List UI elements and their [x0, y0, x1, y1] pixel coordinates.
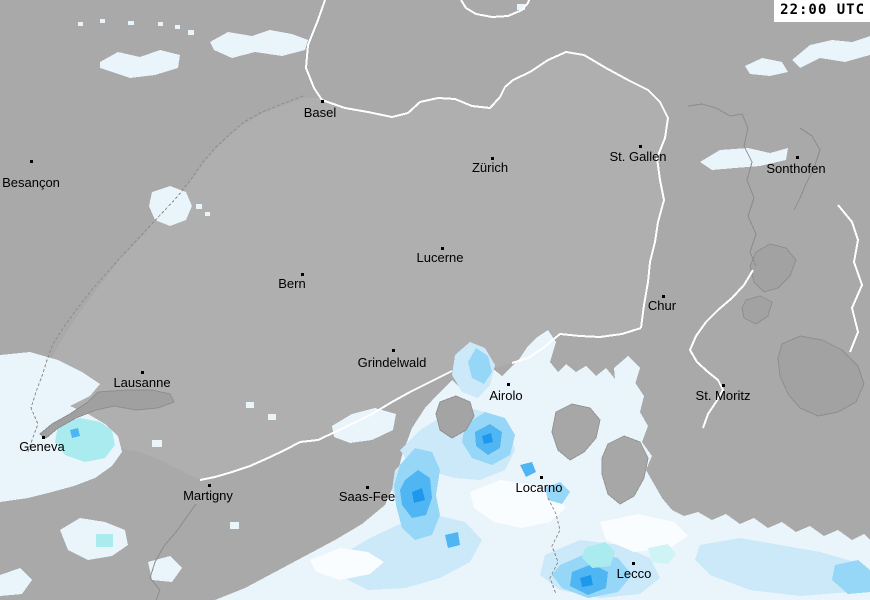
- city-dot-lucerne: [441, 247, 444, 250]
- precip-speck-l0: [246, 402, 254, 408]
- border-at-inner: [793, 127, 821, 211]
- city-dot-st-moritz: [722, 384, 725, 387]
- precip-blob-l0: [148, 556, 182, 582]
- precip-blob-l2: [832, 560, 870, 594]
- precip-speck-l0: [175, 25, 180, 29]
- border-schaffhausen: [460, 0, 530, 19]
- precip-speck-l0: [517, 4, 525, 10]
- border-it-south: [547, 497, 561, 595]
- city-label-z-rich: Zürich: [472, 160, 508, 175]
- city-label-locarno: Locarno: [516, 480, 563, 495]
- precip-blob-l0: [0, 568, 32, 596]
- city-label-lausanne: Lausanne: [113, 375, 170, 390]
- precip-speck-l0: [128, 21, 134, 25]
- city-label-lecco: Lecco: [617, 566, 652, 581]
- precip-blob-l0: [745, 58, 788, 76]
- region-terrain-dark-1: [749, 243, 797, 293]
- precip-blob-l0: [700, 148, 788, 170]
- precip-blob-l4: [412, 488, 425, 503]
- precip-blob-l1: [340, 515, 482, 590]
- border-east-edge: [837, 204, 864, 353]
- region-terrain-dark-5: [551, 403, 601, 461]
- precip-speck-l0: [152, 440, 162, 447]
- city-label-st-gallen: St. Gallen: [609, 149, 666, 164]
- city-label-martigny: Martigny: [183, 488, 233, 503]
- city-label-besan-on: Besançon: [2, 175, 60, 190]
- precip-blob-l0: [792, 36, 870, 68]
- precip-speck-l0: [188, 30, 194, 35]
- region-terrain-dark-2: [777, 335, 865, 417]
- border-graubuenden: [511, 327, 642, 364]
- precip-blob-l2: [468, 348, 492, 384]
- city-dot-saas-fee: [366, 486, 369, 489]
- precip-blob-l0: [332, 408, 396, 443]
- precip-speck-l0: [196, 204, 202, 209]
- city-dot-lecco: [632, 562, 635, 565]
- city-dot-martigny: [208, 484, 211, 487]
- precip-blob-l4: [580, 575, 593, 587]
- city-label-airolo: Airolo: [489, 388, 522, 403]
- city-dot-lausanne: [141, 371, 144, 374]
- precip-blob-l3: [520, 462, 536, 477]
- city-dot-sonthofen: [796, 156, 799, 159]
- precip-speck-l0: [230, 522, 239, 529]
- precip-blob-l2: [545, 482, 570, 504]
- precip-speck-l0: [158, 22, 163, 26]
- region-terrain-dark-4: [435, 395, 475, 439]
- precip-speck-l0: [268, 414, 276, 420]
- city-label-st-moritz: St. Moritz: [696, 388, 751, 403]
- precip-speck-l0: [78, 22, 83, 26]
- precip-blob-l0: [210, 30, 308, 58]
- city-dot-basel: [321, 100, 324, 103]
- city-dot-locarno: [540, 476, 543, 479]
- precip-speck-l0: [100, 19, 105, 23]
- city-label-basel: Basel: [304, 105, 337, 120]
- region-lake-geneva: [39, 389, 175, 439]
- precip-blob-l3: [445, 532, 460, 548]
- city-label-saas-fee: Saas-Fee: [339, 489, 395, 504]
- precip-blob-w: [310, 548, 384, 580]
- region-switzerland: [31, 52, 668, 480]
- precip-blob-l3: [70, 428, 80, 438]
- precip-blob-l0: [60, 518, 128, 560]
- city-label-grindelwald: Grindelwald: [358, 355, 427, 370]
- precip-blob-l4: [482, 433, 493, 444]
- city-label-geneva: Geneva: [19, 439, 65, 454]
- city-dot-geneva: [42, 436, 45, 439]
- precip-blob-c1: [582, 542, 615, 568]
- city-dot-z-rich: [491, 157, 494, 160]
- precip-blob-l0: [614, 356, 640, 422]
- border-de-at: [687, 103, 757, 267]
- city-dot-st-gallen: [639, 145, 642, 148]
- precip-blob-l1: [695, 538, 868, 596]
- city-label-bern: Bern: [278, 276, 305, 291]
- precip-speck-l0: [205, 212, 210, 216]
- region-terrain-dark-6: [601, 435, 649, 505]
- city-dot-besan-on: [30, 160, 33, 163]
- city-dot-bern: [301, 273, 304, 276]
- border-mont-blanc: [149, 503, 197, 600]
- precip-speck-c1: [96, 534, 113, 547]
- precip-blob-c1: [55, 418, 115, 462]
- border-ch-de-at: [304, 0, 670, 329]
- precip-blob-w: [600, 514, 688, 552]
- border-ch-fr-jura: [27, 95, 304, 453]
- border-ch-it-west: [199, 370, 453, 481]
- precip-blob-c2: [648, 544, 676, 564]
- city-dot-airolo: [507, 383, 510, 386]
- border-st-moritz: [688, 269, 754, 429]
- precip-blob-w: [470, 480, 566, 528]
- city-label-lucerne: Lucerne: [417, 250, 464, 265]
- city-dot-grindelwald: [392, 349, 395, 352]
- precip-blob-l0: [100, 50, 180, 78]
- city-dot-chur: [662, 295, 665, 298]
- city-label-chur: Chur: [648, 298, 677, 313]
- city-label-sonthofen: Sonthofen: [766, 161, 825, 176]
- region-terrain-dark-3: [741, 295, 773, 325]
- timestamp-badge: 22:00 UTC: [774, 0, 870, 22]
